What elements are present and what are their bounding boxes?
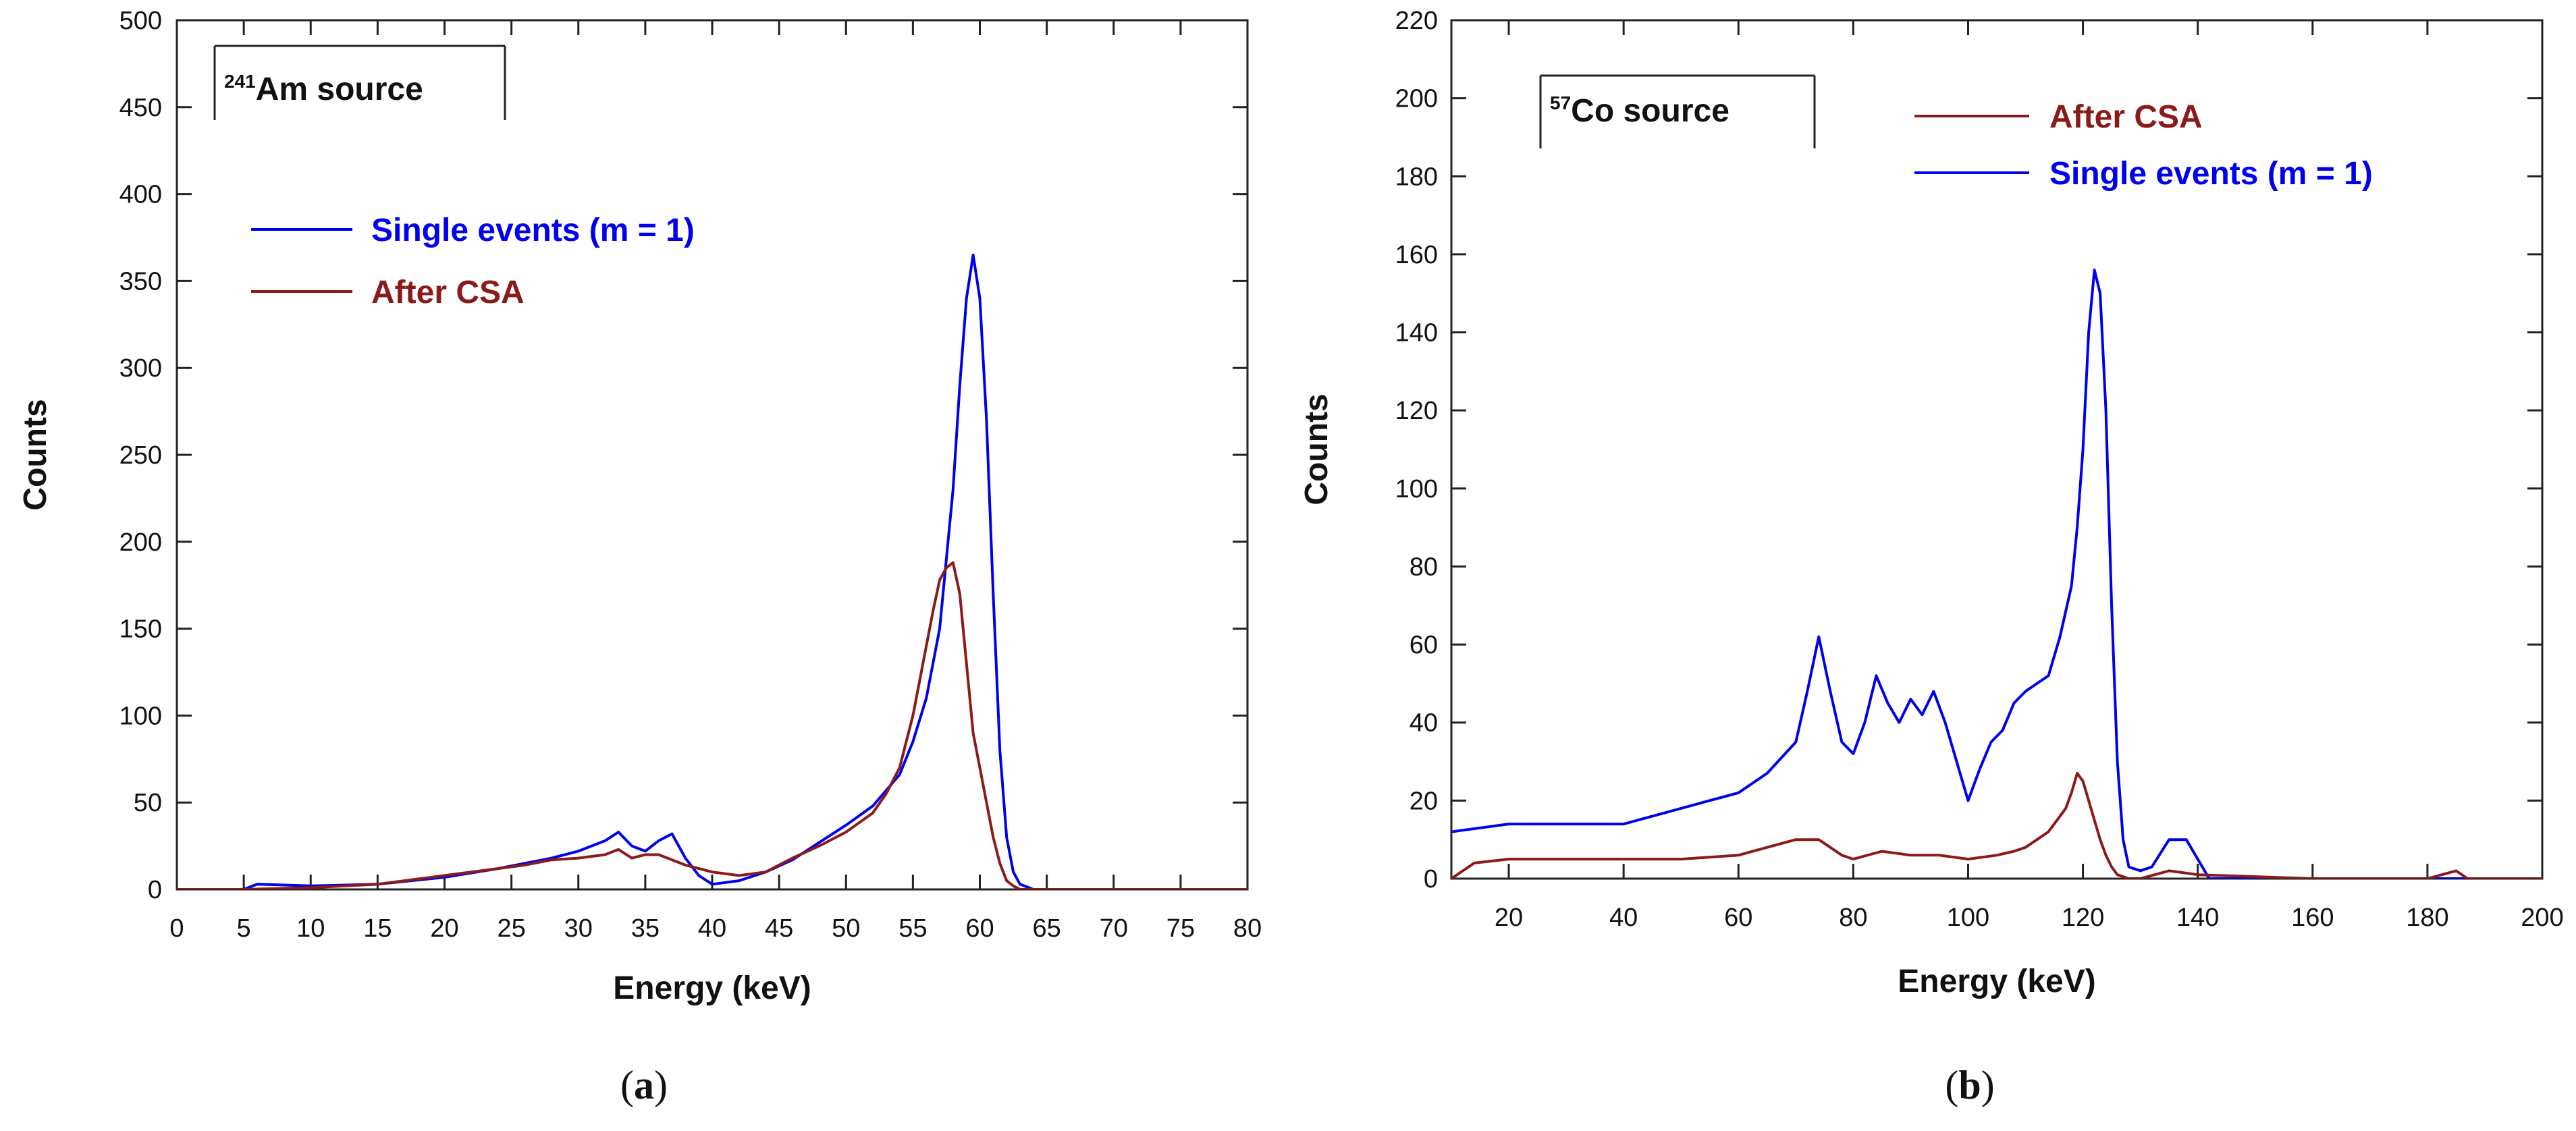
y-tick-label-a: 0: [148, 876, 162, 904]
caption-letter-b: b: [1958, 1063, 1981, 1107]
y-tick-label-a: 150: [119, 615, 162, 644]
x-axis-title-a: Energy (keV): [613, 970, 811, 1006]
x-tick-label-a: 45: [765, 914, 793, 943]
y-tick-label-b: 160: [1395, 241, 1438, 269]
source-annotation-a: 241Am source: [224, 71, 423, 107]
y-tick-label-b: 140: [1395, 319, 1438, 348]
x-axis-title-b: Energy (keV): [1898, 964, 2095, 999]
series-line-single-events-m-1-a: [177, 253, 1247, 889]
y-tick-label-b: 200: [1395, 85, 1438, 113]
y-tick-label-b: 20: [1410, 787, 1438, 815]
source-isotope-mass-a: 241: [224, 71, 256, 92]
caption-paren-close-a: ): [654, 1063, 668, 1107]
y-tick-label-b: 0: [1424, 865, 1438, 893]
figure-caption-b: (b): [1945, 1063, 1994, 1107]
figure-caption-a: (a): [620, 1063, 668, 1107]
chart-panel-b: 20 40 60 80 100 120 140 160 180 200 0 20 40 60 80 100 12…: [1288, 0, 2576, 1131]
x-tick-label-a: 70: [1100, 914, 1128, 943]
caption-letter-a: a: [634, 1063, 654, 1107]
series-line-single-events-m-1-b: [1451, 269, 2542, 879]
chart-panel-a: 0 5 10 15 20 25 30 35 40 45 50 55 60 65 70 75 80 0 50 100 15…: [18, 7, 1262, 1107]
x-tick-label-a: 55: [898, 914, 927, 943]
y-axis-title-b: Counts: [1299, 393, 1335, 505]
plot-frame-a: [176, 19, 1249, 891]
x-tick-label-a: 80: [1233, 914, 1262, 943]
y-tick-label-a: 500: [119, 7, 162, 35]
x-tick-label-a: 20: [430, 914, 458, 943]
source-label-a: Am source: [256, 72, 423, 107]
x-tick-label-b: 60: [1724, 904, 1752, 932]
x-tick-label-b: 20: [1495, 904, 1523, 932]
x-tick-label-a: 35: [631, 914, 660, 943]
y-tick-label-a: 100: [119, 702, 162, 730]
x-tick-label-a: 65: [1032, 914, 1061, 943]
x-tick-label-b: 40: [1609, 904, 1638, 932]
y-tick-label-b: 120: [1395, 397, 1438, 425]
series-line-after-csa-b: [1451, 771, 2542, 879]
caption-paren-close-b: ): [1981, 1063, 1995, 1107]
x-tick-label-b: 100: [1947, 904, 1989, 932]
y-axis-title-a: Counts: [18, 399, 53, 510]
y-tick-label-a: 300: [119, 354, 162, 383]
y-tick-label-a: 450: [119, 94, 162, 122]
legend-label-single-events-m-1-b: Single events (m = 1): [2049, 156, 2373, 192]
source-annotation-b: 57Co source: [1550, 92, 1729, 129]
y-tick-label-b: 100: [1395, 475, 1438, 503]
chart-b-svg: 20 40 60 80 100 120 140 160 180 200 0 20 40 60 80 100 12…: [1299, 7, 2564, 1107]
y-tick-label-b: 220: [1395, 7, 1438, 35]
x-tick-label-a: 30: [564, 914, 593, 943]
x-tick-label-a: 10: [296, 914, 325, 943]
x-tick-label-b: 120: [2062, 904, 2104, 932]
x-tick-label-b: 200: [2521, 904, 2563, 932]
x-tick-label-a: 25: [497, 914, 525, 943]
legend-label-after-csa-a: After CSA: [371, 275, 525, 310]
x-tick-label-a: 75: [1166, 914, 1195, 943]
caption-paren-open-a: (: [620, 1063, 634, 1107]
x-tick-label-b: 160: [2291, 904, 2334, 932]
x-tick-label-a: 0: [169, 914, 184, 943]
y-tick-label-b: 180: [1395, 163, 1438, 191]
x-tick-label-b: 140: [2176, 904, 2219, 932]
y-tick-label-b: 40: [1410, 709, 1438, 738]
series-line-after-csa-a: [177, 561, 1247, 889]
y-tick-label-a: 200: [119, 528, 162, 557]
x-tick-label-a: 60: [965, 914, 994, 943]
y-tick-label-a: 50: [134, 789, 162, 817]
y-tick-label-a: 400: [119, 181, 162, 209]
x-tick-label-a: 15: [363, 914, 392, 943]
x-tick-label-a: 5: [237, 914, 251, 943]
x-tick-label-a: 50: [832, 914, 860, 943]
chart-a-svg: 0 5 10 15 20 25 30 35 40 45 50 55 60 65 70 75 80 0 50 100 15…: [18, 7, 1262, 1107]
x-tick-label-a: 40: [698, 914, 726, 943]
legend-label-single-events-m-1-a: Single events (m = 1): [371, 213, 695, 248]
legend-label-after-csa-b: After CSA: [2049, 99, 2203, 135]
y-tick-label-b: 60: [1410, 631, 1438, 659]
y-tick-label-b: 80: [1410, 553, 1438, 581]
source-label-b: Co source: [1571, 93, 1729, 129]
caption-paren-open-b: (: [1945, 1063, 1958, 1107]
x-tick-label-b: 180: [2406, 904, 2448, 932]
y-tick-label-a: 250: [119, 441, 162, 470]
x-tick-label-b: 80: [1839, 904, 1867, 932]
source-isotope-mass-b: 57: [1550, 92, 1571, 113]
y-tick-label-a: 350: [119, 267, 162, 296]
plot-frame-b: [1450, 19, 2544, 880]
